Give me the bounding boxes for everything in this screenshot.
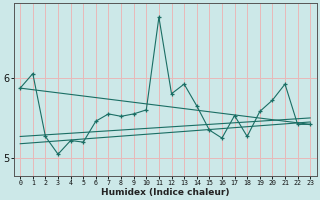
X-axis label: Humidex (Indice chaleur): Humidex (Indice chaleur) — [101, 188, 229, 197]
